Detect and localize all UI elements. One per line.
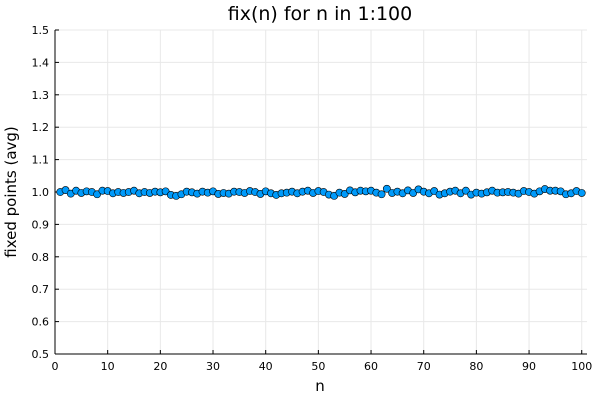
y-tick-label-9: 1.4 [32, 56, 50, 69]
x-tick-label-7: 70 [417, 360, 431, 373]
x-tick-label-9: 90 [522, 360, 536, 373]
y-tick-label-3: 0.8 [32, 251, 50, 264]
x-tick-label-10: 100 [571, 360, 592, 373]
axes [54, 29, 587, 355]
y-axis-label: fixed points (avg) [2, 126, 20, 258]
x-tick-label-0: 0 [52, 360, 59, 373]
x-tick-label-8: 80 [469, 360, 483, 373]
y-tick-label-6: 1.1 [32, 154, 50, 167]
data-point [382, 184, 391, 193]
y-tick-label-10: 1.5 [32, 24, 50, 37]
y-tick-label-4: 0.9 [32, 218, 50, 231]
x-tick-label-5: 50 [311, 360, 325, 373]
data-points [56, 184, 586, 200]
x-axis-label: n [315, 377, 325, 395]
y-tick-label-1: 0.6 [32, 316, 50, 329]
x-tick-label-1: 10 [101, 360, 115, 373]
x-tick-label-3: 30 [206, 360, 220, 373]
x-tick-label-2: 20 [153, 360, 167, 373]
y-tick-label-8: 1.3 [32, 89, 50, 102]
data-point [577, 189, 586, 197]
tick-labels: 0 10 20 30 40 50 60 70 80 90 100 0.5 0.6 0.7 0.8 0.9 1.0… [32, 24, 593, 373]
y-tick-label-2: 0.7 [32, 283, 50, 296]
x-tick-label-6: 60 [364, 360, 378, 373]
y-tick-label-0: 0.5 [32, 348, 50, 361]
x-tick-label-4: 40 [259, 360, 273, 373]
chart-title: fix(n) for n in 1:100 [228, 3, 412, 25]
data-point [461, 186, 470, 195]
y-tick-label-7: 1.2 [32, 121, 50, 134]
y-tick-label-5: 1.0 [32, 186, 50, 199]
data-point [377, 190, 386, 199]
